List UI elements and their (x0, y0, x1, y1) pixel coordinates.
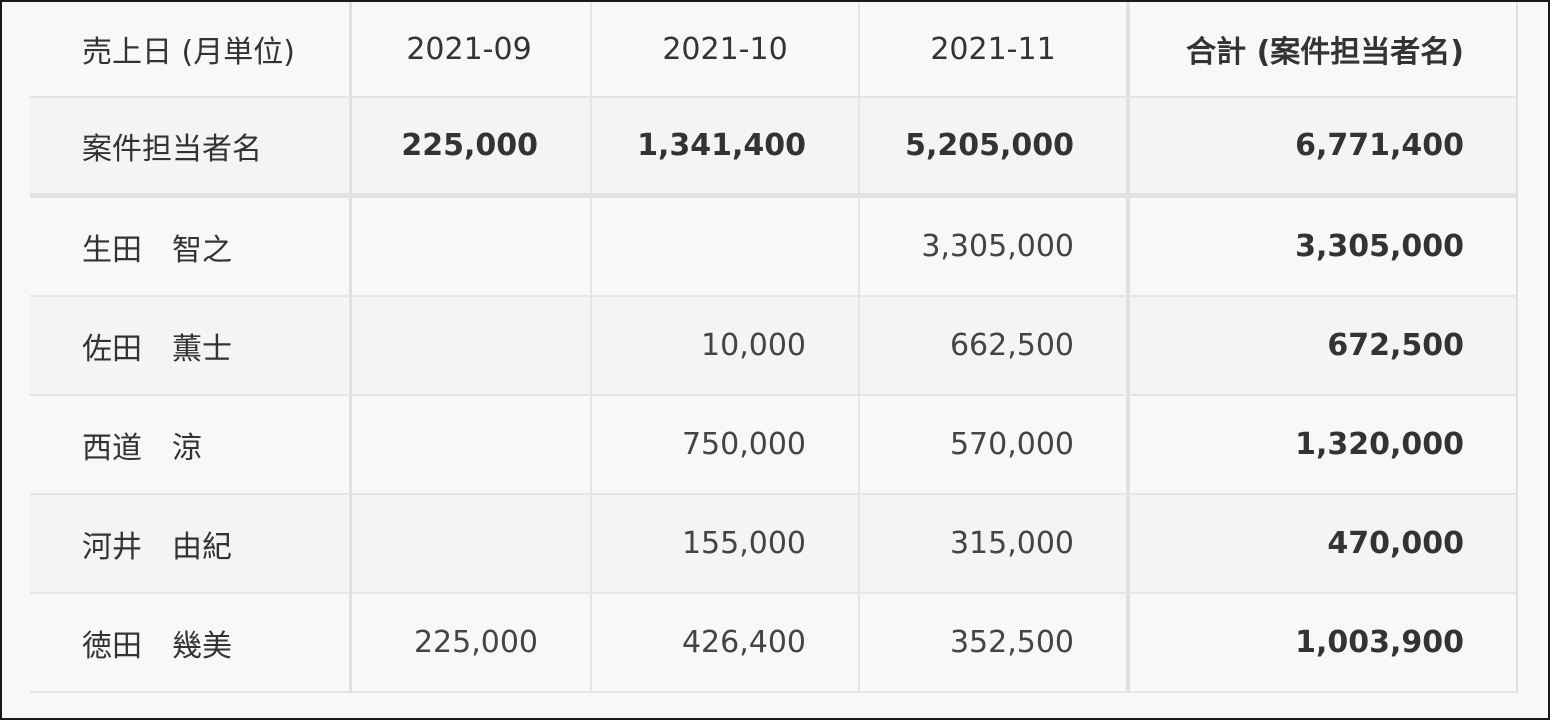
grand-total-cell: 6,771,400 (1130, 98, 1518, 198)
value-cell: 750,000 (592, 396, 860, 495)
row-name-cell: 佐田 薫士 (30, 297, 352, 396)
value-cell: 3,305,000 (860, 198, 1130, 297)
value-cell: 155,000 (592, 495, 860, 594)
row-name-cell: 河井 由紀 (30, 495, 352, 594)
table-row: 徳田 幾美 225,000 426,400 352,500 1,003,900 (30, 594, 1518, 693)
row-name-cell: 徳田 幾美 (30, 594, 352, 693)
column-header-2021-11[interactable]: 2021-11 (860, 2, 1130, 98)
value-cell: 315,000 (860, 495, 1130, 594)
totals-row: 案件担当者名 225,000 1,341,400 5,205,000 6,771… (30, 98, 1518, 198)
value-cell (352, 297, 592, 396)
row-name-cell: 生田 智之 (30, 198, 352, 297)
value-cell: 10,000 (592, 297, 860, 396)
value-cell: 225,000 (352, 594, 592, 693)
value-cell (592, 198, 860, 297)
table-row: 生田 智之 3,305,000 3,305,000 (30, 198, 1518, 297)
value-cell: 426,400 (592, 594, 860, 693)
row-total-cell: 1,320,000 (1130, 396, 1518, 495)
table-row: 西道 涼 750,000 570,000 1,320,000 (30, 396, 1518, 495)
totals-row-label[interactable]: 案件担当者名 (30, 98, 352, 198)
row-total-cell: 1,003,900 (1130, 594, 1518, 693)
total-column-header[interactable]: 合計 (案件担当者名) (1130, 2, 1518, 98)
row-total-cell: 3,305,000 (1130, 198, 1518, 297)
value-cell (352, 198, 592, 297)
value-cell: 662,500 (860, 297, 1130, 396)
row-total-cell: 672,500 (1130, 297, 1518, 396)
pivot-table: 売上日 (月単位) 2021-09 2021-10 2021-11 合計 (案件… (30, 2, 1518, 693)
row-dimension-header[interactable]: 売上日 (月単位) (30, 2, 352, 98)
header-row: 売上日 (月単位) 2021-09 2021-10 2021-11 合計 (案件… (30, 2, 1518, 98)
value-cell (352, 495, 592, 594)
table-row: 河井 由紀 155,000 315,000 470,000 (30, 495, 1518, 594)
total-cell-2021-09: 225,000 (352, 98, 592, 198)
table-row: 佐田 薫士 10,000 662,500 672,500 (30, 297, 1518, 396)
column-header-2021-09[interactable]: 2021-09 (352, 2, 592, 98)
total-cell-2021-10: 1,341,400 (592, 98, 860, 198)
value-cell: 570,000 (860, 396, 1130, 495)
row-name-cell: 西道 涼 (30, 396, 352, 495)
total-cell-2021-11: 5,205,000 (860, 98, 1130, 198)
row-total-cell: 470,000 (1130, 495, 1518, 594)
column-header-2021-10[interactable]: 2021-10 (592, 2, 860, 98)
value-cell (352, 396, 592, 495)
value-cell: 352,500 (860, 594, 1130, 693)
